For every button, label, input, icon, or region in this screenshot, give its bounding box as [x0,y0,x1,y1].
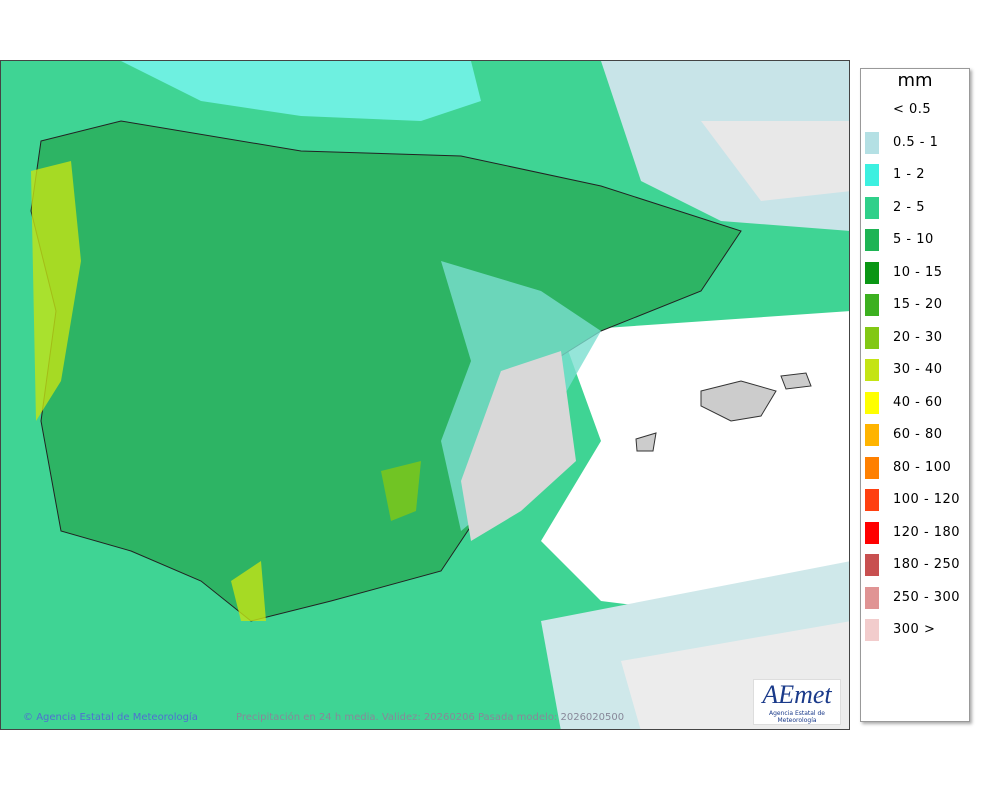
legend-swatch [865,196,879,219]
legend-item: 5 - 10 [865,228,965,252]
legend-item: 1 - 2 [865,163,965,187]
legend-item: 0.5 - 1 [865,131,965,155]
legend: mm < 0.5 0.5 - 1 1 - 2 2 - 5 5 - 10 10 - 15 15… [860,68,970,722]
legend-item: 180 - 250 [865,553,965,577]
legend-swatch [865,261,879,284]
legend-item: 20 - 30 [865,326,965,350]
legend-swatch [865,424,879,446]
legend-item: 120 - 180 [865,521,965,545]
caption: Precipitación en 24 h media. Validez: 20… [236,712,625,723]
legend-label: 100 - 120 [893,492,961,507]
legend-swatch [865,554,879,576]
legend-label: 30 - 40 [893,362,943,377]
credit: © Agencia Estatal de Meteorología [23,712,198,723]
legend-swatch [865,391,879,414]
legend-label: 120 - 180 [893,524,961,540]
legend-item: 250 - 300 [865,586,965,610]
levante-dry [461,351,576,541]
legend-label: 180 - 250 [893,557,961,572]
legend-label: 1 - 2 [893,167,925,182]
galicia-max [31,161,81,421]
france-dry [701,121,849,201]
mediterranean [541,311,849,621]
legend-item: 60 - 80 [865,423,965,447]
legend-item: 40 - 60 [865,391,965,415]
legend-label: 15 - 20 [893,297,943,312]
legend-swatch [865,164,879,186]
legend-label: 80 - 100 [893,459,952,475]
legend-swatch [865,586,879,609]
legend-swatch [865,456,879,479]
legend-item: < 0.5 [865,98,965,122]
legend-swatch [865,359,879,381]
legend-swatch [865,294,879,316]
logo: AEmet Agencia Estatal de Meteorología [753,679,841,725]
legend-item: 30 - 40 [865,358,965,382]
legend-swatch [865,489,879,511]
grazalema-max [231,561,266,621]
legend-unit: mm [897,70,933,91]
legend-item: 2 - 5 [865,196,965,220]
logo-name: AEmet [762,680,832,709]
legend-label: 60 - 80 [893,427,943,442]
ibiza [635,432,657,452]
legend-label: 0.5 - 1 [893,134,939,150]
logo-subtitle: Agencia Estatal de Meteorología [768,710,825,724]
legend-label: 5 - 10 [893,232,934,247]
precipitation-map: © Agencia Estatal de Meteorología Precip… [0,60,850,730]
legend-label: < 0.5 [893,102,932,117]
legend-label: 10 - 15 [893,264,943,280]
legend-item: 10 - 15 [865,261,965,285]
cazorla-max [381,461,421,521]
cantabrian-band [121,61,481,121]
map-drawing [1,61,849,729]
legend-item: 80 - 100 [865,456,965,480]
credit-text: Agencia Estatal de Meteorología [36,712,198,723]
legend-swatch [865,521,879,544]
legend-label: 300 > [893,622,936,637]
legend-label: 2 - 5 [893,199,925,215]
legend-label: 20 - 30 [893,329,943,345]
legend-item: 15 - 20 [865,293,965,317]
legend-item: 100 - 120 [865,488,965,512]
legend-swatch [865,229,879,251]
legend-swatch [865,619,879,641]
legend-label: 250 - 300 [893,589,961,605]
legend-item: 300 > [865,618,965,642]
legend-label: 40 - 60 [893,394,943,410]
mallorca [700,380,777,422]
legend-swatch [865,131,879,154]
legend-swatch [865,326,879,349]
menorca [780,372,812,390]
